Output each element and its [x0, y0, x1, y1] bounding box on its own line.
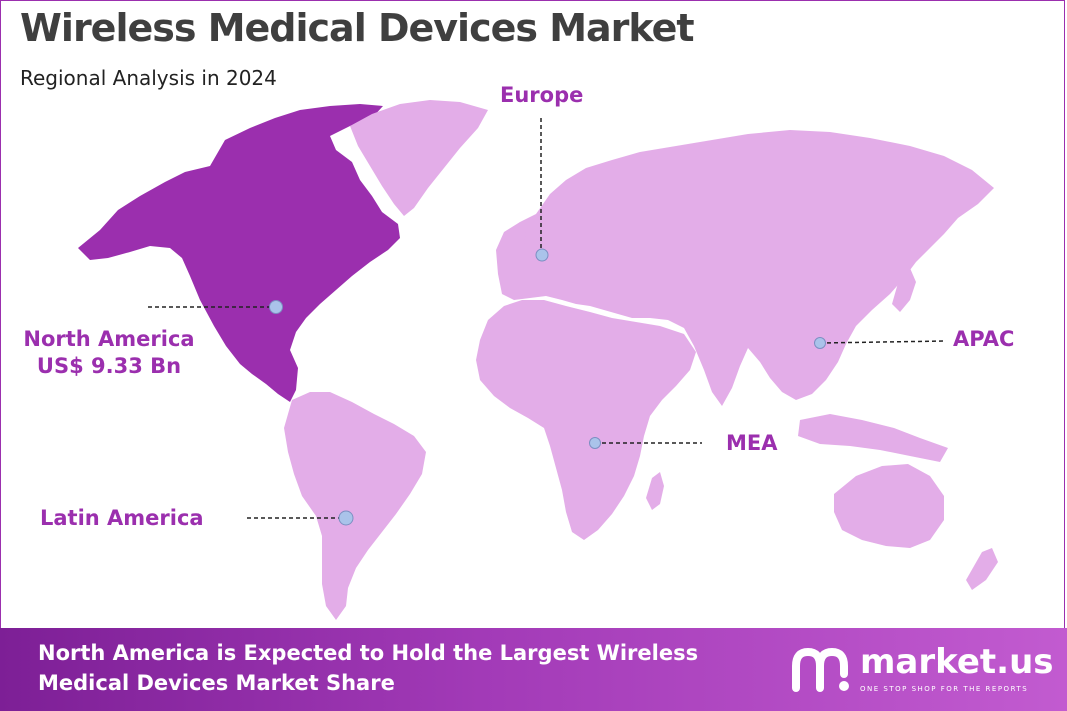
region-eurasia[interactable] [496, 130, 994, 406]
label-latin-america: Latin America [40, 506, 204, 530]
label-apac: APAC [953, 327, 1015, 351]
marker-europe[interactable] [535, 248, 549, 262]
leader-line-apac [819, 340, 947, 344]
region-uk [508, 222, 526, 250]
region-greenland [350, 100, 488, 216]
page-subtitle: Regional Analysis in 2024 [20, 66, 277, 90]
brand-name: market.us [860, 642, 1054, 682]
footer-banner: North America is Expected to Hold the La… [0, 628, 1067, 711]
marker-mea[interactable] [589, 437, 601, 449]
marker-apac[interactable] [814, 337, 826, 349]
region-latin-america[interactable] [284, 392, 426, 620]
label-mea: MEA [726, 431, 778, 455]
label-north-america: North America US$ 9.33 Bn [14, 326, 204, 380]
footer-text: North America is Expected to Hold the La… [38, 641, 699, 695]
market-us-logo-icon [792, 647, 849, 692]
brand-tagline: ONE STOP SHOP FOR THE REPORTS [860, 685, 1029, 693]
page-title: Wireless Medical Devices Market [20, 6, 695, 50]
region-new-zealand [966, 548, 998, 590]
region-mea[interactable] [476, 300, 696, 540]
label-north-america-name: North America [23, 327, 195, 351]
region-australia [834, 464, 944, 548]
region-japan [892, 268, 916, 312]
marker-latin-america[interactable] [338, 510, 354, 526]
region-madagascar [646, 472, 664, 510]
marker-north-america[interactable] [269, 300, 283, 314]
region-north-america[interactable] [78, 104, 400, 402]
region-se-asia [798, 414, 948, 462]
brand[interactable]: market.us ONE STOP SHOP FOR THE REPORTS [790, 642, 1054, 702]
label-north-america-value: US$ 9.33 Bn [36, 354, 182, 378]
label-europe: Europe [500, 83, 584, 107]
